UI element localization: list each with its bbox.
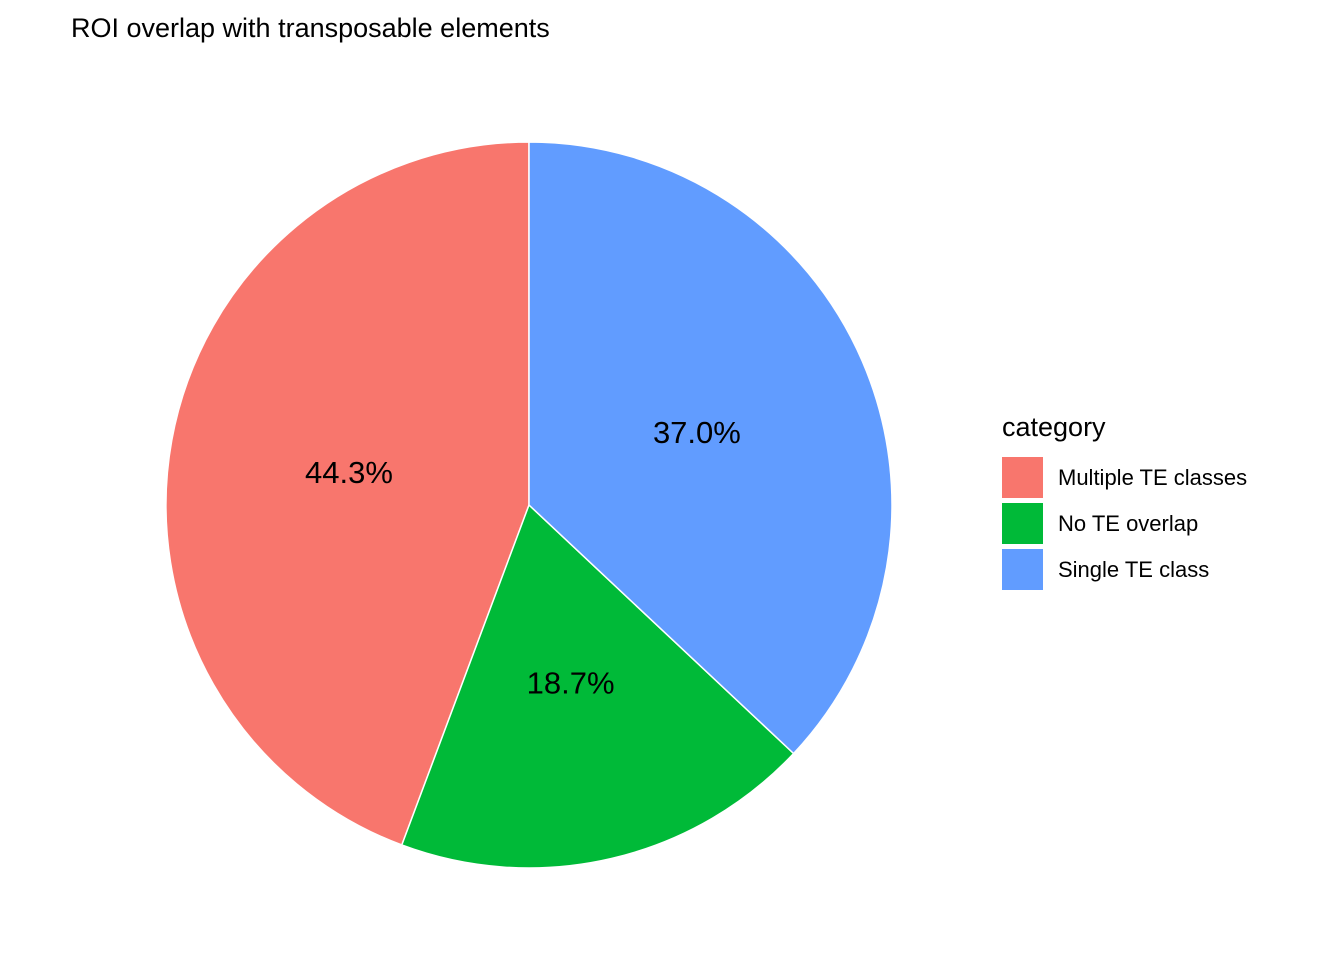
pie-slice-percent-label: 44.3% [305,455,393,490]
legend-label-no-te-overlap: No TE overlap [1058,510,1199,536]
legend-item-no-te-overlap: No TE overlap [1002,503,1247,544]
legend-label-multiple-te-classes: Multiple TE classes [1058,464,1248,490]
legend-title: category [1002,412,1106,442]
pie-slice-percent-label: 18.7% [527,666,615,701]
legend-item-multiple-te-classes: Multiple TE classes [1002,457,1247,498]
pie-slice-percent-label: 37.0% [653,415,741,450]
chart-title: ROI overlap with transposable elements [71,13,550,43]
legend-label-single-te-class: Single TE class [1058,556,1210,582]
pie-slice-no-te-overlap [401,504,795,869]
legend-swatch-multiple-te-classes [1002,457,1043,498]
pie-slice-single-te-class [528,141,893,755]
legend-swatch-single-te-class [1002,549,1043,590]
pie-slice-multiple-te-classes [165,141,530,846]
legend-item-single-te-class: Single TE class [1002,549,1247,590]
legend: category Multiple TE classes No TE overl… [1002,413,1247,595]
legend-swatch-no-te-overlap [1002,503,1043,544]
